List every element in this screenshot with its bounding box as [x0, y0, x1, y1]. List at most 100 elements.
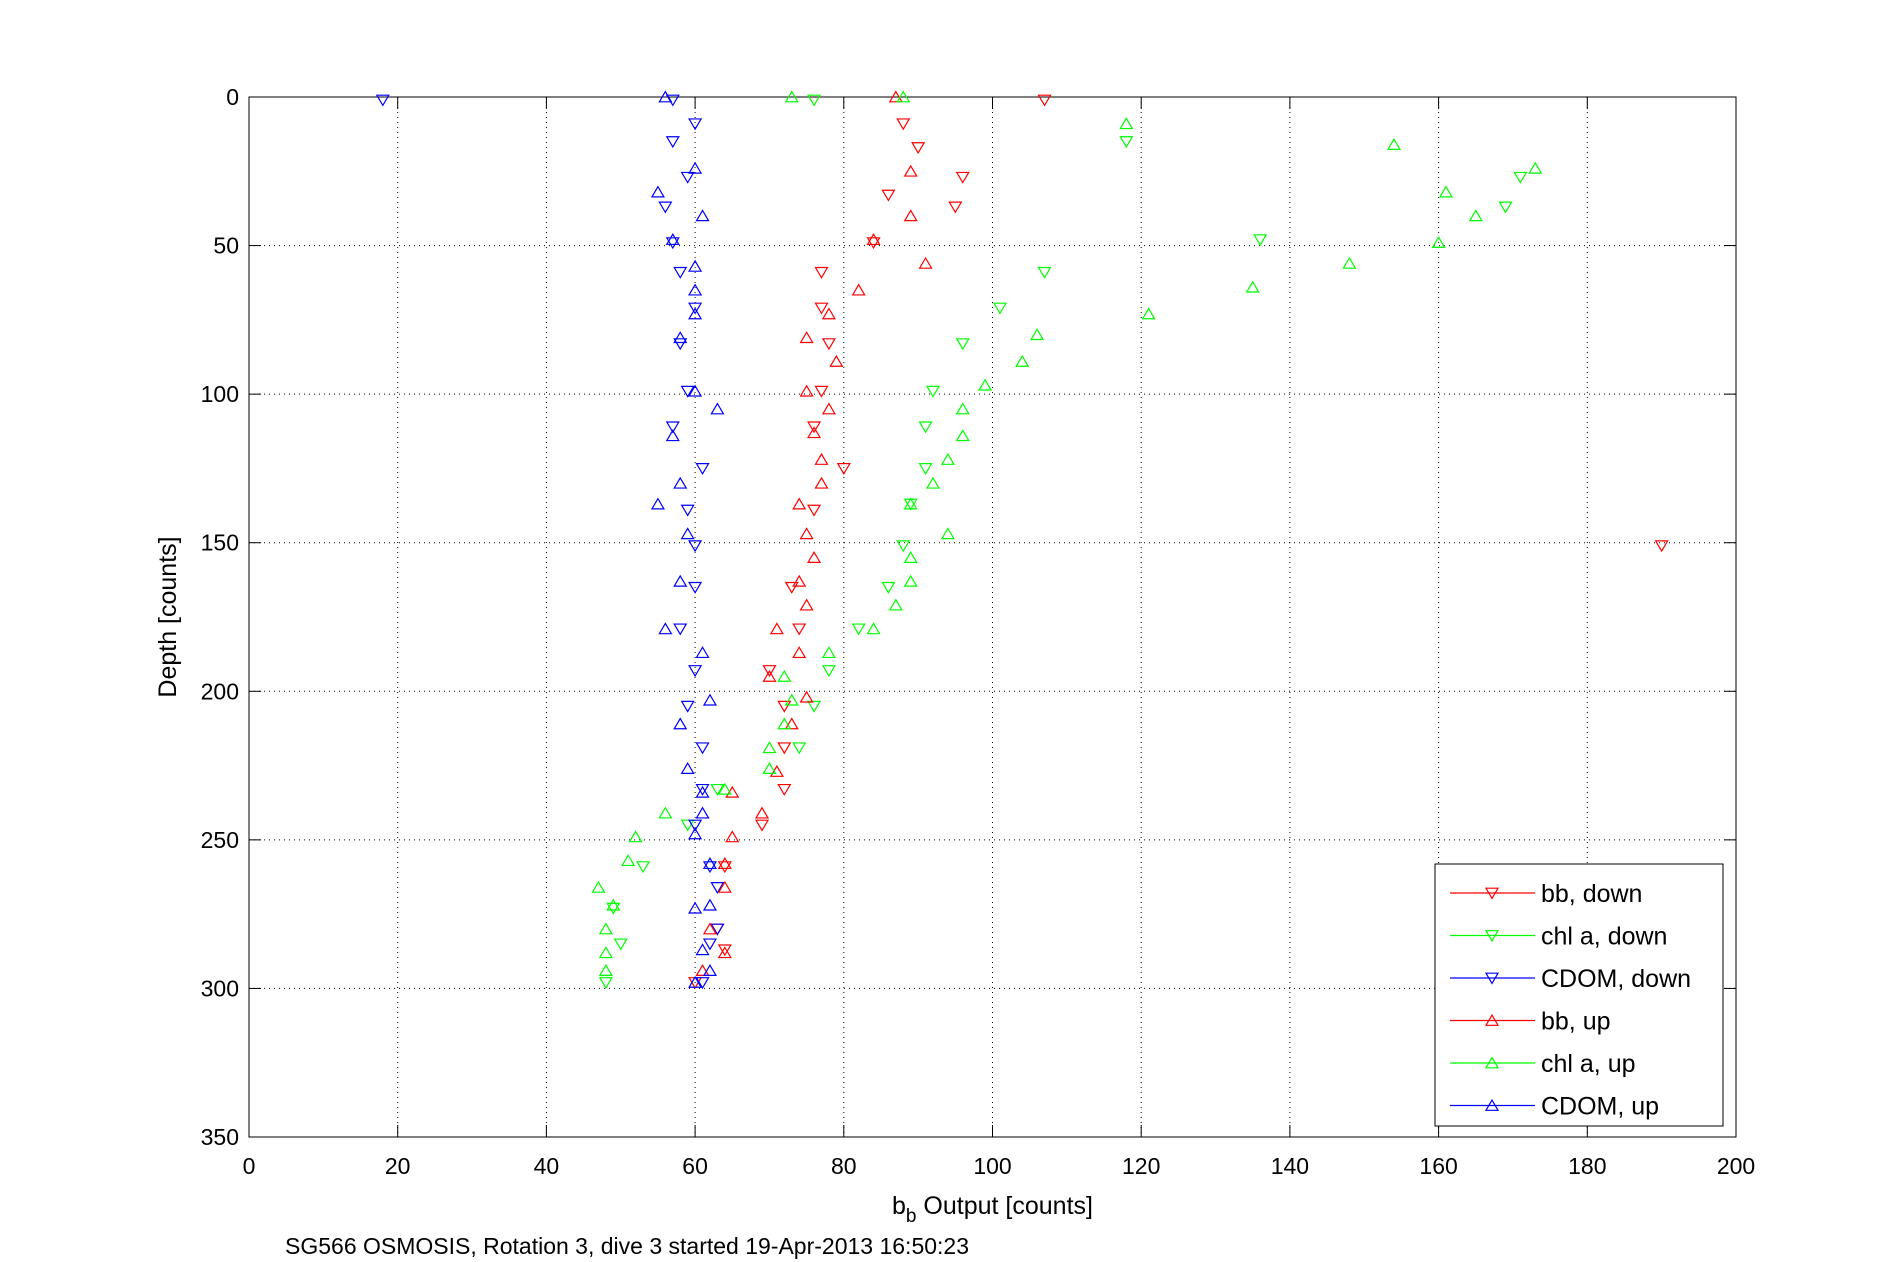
data-point	[673, 623, 688, 636]
data-point	[1513, 171, 1528, 184]
data-point	[888, 90, 903, 103]
data-point	[821, 338, 836, 351]
data-point	[807, 426, 822, 439]
y-tick-label: 350	[201, 1124, 239, 1150]
x-tick-label: 40	[534, 1153, 560, 1179]
x-tick-label: 20	[385, 1153, 411, 1179]
data-point	[710, 923, 725, 936]
x-tick-label: 100	[973, 1153, 1011, 1179]
data-point	[940, 452, 955, 465]
data-point	[598, 946, 613, 959]
data-point	[799, 384, 814, 397]
x-axis-label: bb Output [counts]	[892, 1192, 1093, 1227]
data-point	[866, 233, 881, 246]
y-tick-label: 50	[213, 233, 239, 259]
data-point	[1030, 328, 1045, 341]
data-point	[792, 497, 807, 510]
data-point	[658, 90, 673, 103]
data-point	[375, 94, 390, 107]
x-tick-label: 180	[1568, 1153, 1606, 1179]
data-point	[717, 782, 732, 795]
data-point	[650, 185, 665, 198]
data-point	[762, 665, 777, 678]
data-point	[769, 622, 784, 635]
data-point	[940, 527, 955, 540]
data-point	[903, 164, 918, 177]
legend-marker	[1484, 972, 1500, 985]
data-point	[598, 964, 613, 976]
data-point	[673, 266, 688, 279]
legend-label: bb, up	[1541, 1008, 1611, 1036]
data-point	[695, 977, 710, 990]
data-point	[814, 452, 829, 465]
legend-label: chl a, up	[1541, 1050, 1636, 1078]
data-point	[688, 259, 703, 272]
data-point	[1468, 209, 1483, 222]
data-point	[725, 830, 740, 843]
y-tick-label: 250	[201, 827, 239, 853]
data-point	[673, 338, 688, 351]
data-point	[955, 338, 970, 351]
data-point	[688, 901, 703, 914]
grid	[249, 97, 1736, 1137]
data-point	[695, 943, 710, 956]
data-point	[896, 540, 911, 553]
y-axis-label: Depth [counts]	[154, 536, 182, 697]
data-point	[762, 741, 777, 754]
series-3	[695, 90, 933, 976]
data-point	[1342, 256, 1357, 269]
data-point	[777, 700, 792, 713]
data-point	[925, 476, 941, 489]
data-point	[955, 402, 970, 415]
x-tick-label: 60	[682, 1153, 708, 1179]
data-point	[717, 880, 732, 893]
data-point	[695, 783, 710, 796]
data-point	[1037, 266, 1052, 279]
data-point	[978, 378, 993, 391]
data-point	[717, 946, 732, 959]
data-point	[673, 717, 688, 730]
x-tick-label: 120	[1122, 1153, 1160, 1179]
data-point	[598, 977, 613, 990]
data-point	[829, 354, 844, 367]
data-point	[658, 622, 673, 635]
data-point	[1015, 354, 1030, 367]
data-point	[807, 550, 822, 563]
x-tick-label: 80	[831, 1153, 857, 1179]
legend-marker	[1484, 1056, 1500, 1069]
x-tick-label: 160	[1419, 1153, 1457, 1179]
data-point	[680, 700, 695, 713]
data-point	[688, 307, 703, 320]
x-tick-label: 0	[243, 1153, 256, 1179]
x-tick-label: 140	[1271, 1153, 1309, 1179]
data-point	[598, 922, 613, 935]
data-point	[650, 497, 665, 510]
data-point	[784, 693, 799, 706]
data-point	[710, 783, 725, 796]
data-point	[777, 669, 792, 682]
data-point	[702, 922, 718, 935]
data-point	[695, 806, 710, 819]
data-point	[903, 209, 918, 222]
data-point	[680, 527, 695, 540]
data-point	[807, 421, 822, 434]
data-point	[702, 857, 718, 870]
data-point	[717, 944, 732, 957]
data-point	[792, 742, 807, 755]
data-point	[918, 421, 933, 434]
data-point	[1037, 94, 1052, 107]
data-point	[1119, 136, 1134, 149]
data-points	[375, 90, 1669, 990]
series-4	[591, 90, 1543, 976]
series-5	[650, 90, 725, 988]
data-point	[821, 665, 836, 678]
data-point	[792, 623, 807, 636]
legend-label: chl a, down	[1541, 923, 1667, 951]
data-point	[836, 463, 851, 476]
x-tick-label: 200	[1717, 1153, 1755, 1179]
data-point	[881, 189, 896, 202]
data-point	[688, 665, 703, 678]
data-point	[1253, 234, 1268, 247]
data-point	[680, 761, 695, 774]
